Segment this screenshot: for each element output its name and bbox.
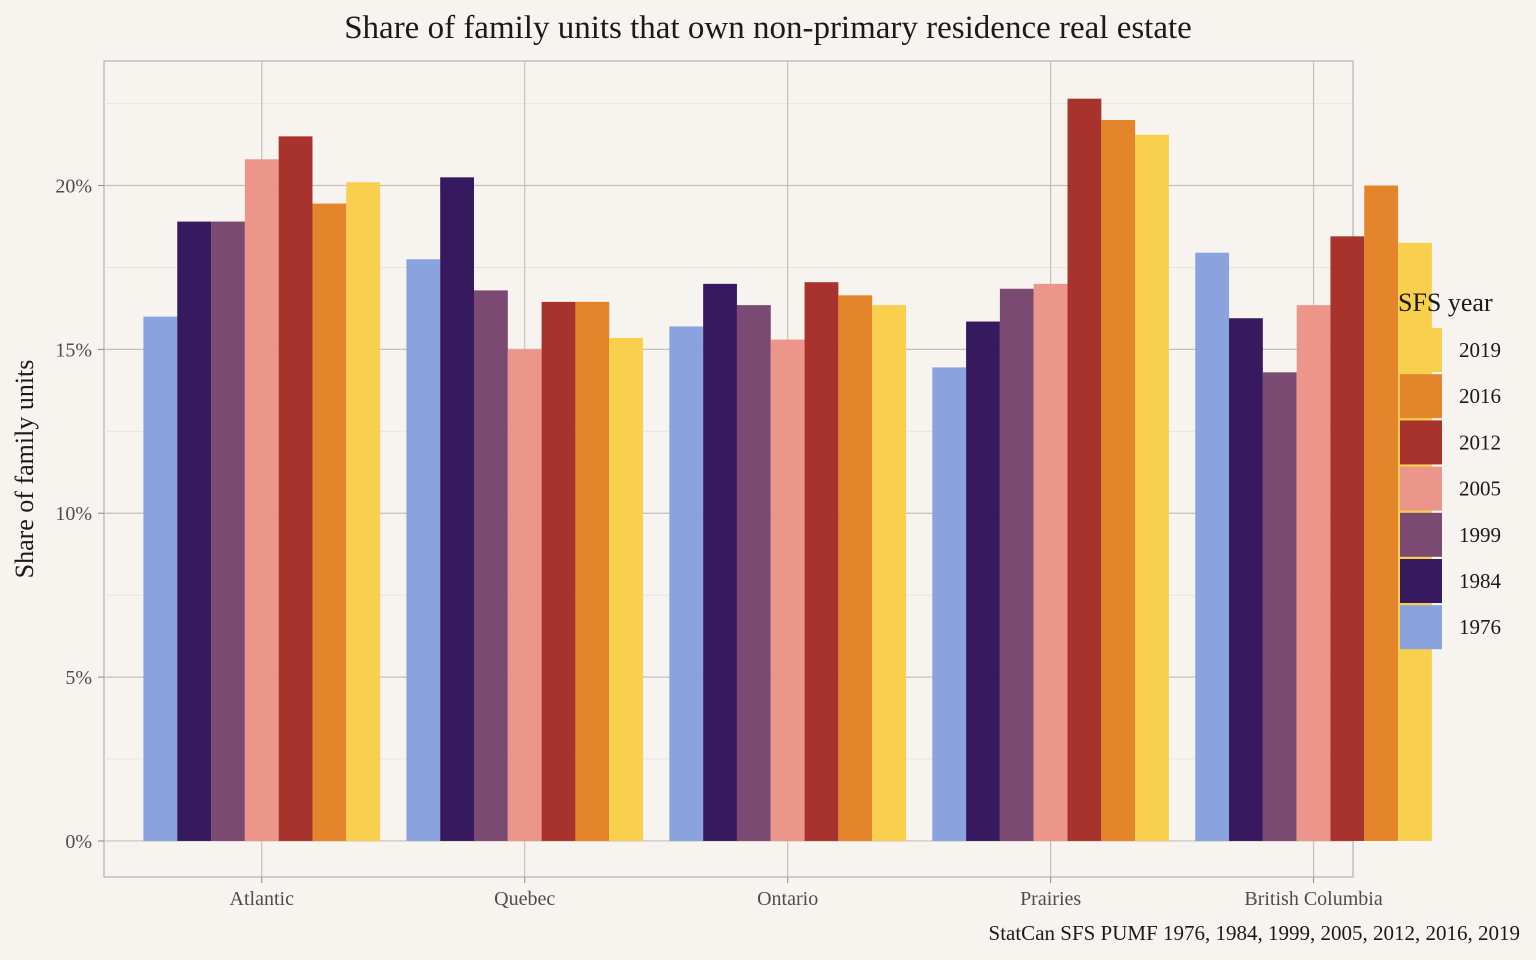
bar-layer (143, 98, 1432, 841)
x-tick-label: Atlantic (230, 888, 295, 910)
bar-2005-atlantic (244, 159, 279, 841)
legend-label-2016: 2016 (1459, 384, 1501, 408)
y-tick-label: 15% (55, 339, 92, 361)
bar-1984-quebec (440, 177, 475, 841)
bar-2012-quebec (541, 301, 576, 841)
bar-1984-british-columbia (1229, 318, 1263, 841)
bar-2005-prairies (1033, 283, 1068, 841)
bar-1999-prairies (999, 288, 1034, 841)
chart-caption: StatCan SFS PUMF 1976, 1984, 1999, 2005,… (989, 921, 1520, 945)
legend-items: 2019 2016 2012 2005 1999 1984 1976 (1400, 328, 1502, 650)
bar-2016-ontario (838, 295, 873, 841)
bar-2005-british-columbia (1296, 305, 1331, 841)
bar-1984-prairies (966, 321, 1000, 841)
chart-title: Share of family units that own non-prima… (344, 10, 1192, 46)
bar-1999-quebec (474, 290, 508, 841)
bar-1976-atlantic (143, 316, 178, 841)
legend-key-1999 (1400, 512, 1442, 557)
y-axis-label: Share of family units (10, 360, 39, 579)
y-tick-label: 0% (65, 831, 92, 853)
legend-label-2012: 2012 (1459, 430, 1501, 454)
bar-2016-prairies (1101, 119, 1136, 841)
bar-1984-atlantic (177, 221, 212, 841)
bar-1976-quebec (406, 259, 441, 841)
bar-2012-ontario (804, 282, 839, 841)
legend-key-2012 (1400, 420, 1442, 465)
bar-1984-ontario (703, 283, 737, 841)
bar-2019-ontario (872, 305, 906, 841)
x-tick-label: Prairies (1020, 888, 1081, 910)
legend-label-2005: 2005 (1459, 477, 1501, 501)
legend-key-2005 (1400, 466, 1442, 511)
legend-key-2019 (1400, 328, 1442, 372)
bar-1999-atlantic (211, 221, 245, 841)
bar-2019-atlantic (346, 182, 381, 841)
bar-1976-british-columbia (1195, 252, 1230, 841)
x-tick-label: Ontario (757, 888, 818, 910)
legend-label-1984: 1984 (1459, 569, 1502, 593)
bar-2019-quebec (609, 337, 644, 841)
y-tick-label: 10% (55, 503, 92, 525)
axis-layer: 0% 5% 10% 15% 20% Atlantic Quebec Ontario Prairi… (55, 176, 1383, 910)
x-tick-label: Quebec (494, 888, 555, 910)
legend-key-2016 (1400, 374, 1442, 419)
bar-2012-british-columbia (1330, 236, 1365, 841)
bar-2019-prairies (1135, 134, 1169, 841)
bar-1999-british-columbia (1262, 372, 1297, 841)
legend-title: SFS year (1398, 288, 1493, 317)
legend-label-1999: 1999 (1459, 523, 1501, 547)
bar-2005-ontario (770, 339, 805, 841)
legend-key-1984 (1400, 559, 1442, 603)
legend-label-2019: 2019 (1459, 338, 1501, 362)
bar-2012-prairies (1067, 98, 1102, 841)
y-tick-label: 20% (55, 176, 92, 198)
bar-2016-atlantic (312, 203, 347, 841)
bar-2016-british-columbia (1364, 185, 1399, 841)
legend: SFS year 2019 2016 2012 2005 1999 1984 1976 (1398, 288, 1502, 650)
bar-2005-quebec (507, 349, 542, 841)
legend-label-1976: 1976 (1459, 615, 1501, 639)
x-tick-label: British Columbia (1244, 888, 1382, 910)
legend-key-1976 (1400, 605, 1442, 650)
bar-1976-prairies (932, 367, 967, 841)
bar-2016-quebec (575, 301, 610, 841)
y-tick-label: 5% (65, 667, 92, 689)
bar-2012-atlantic (278, 136, 313, 841)
bar-1976-ontario (669, 326, 704, 841)
bar-1999-ontario (736, 305, 771, 841)
